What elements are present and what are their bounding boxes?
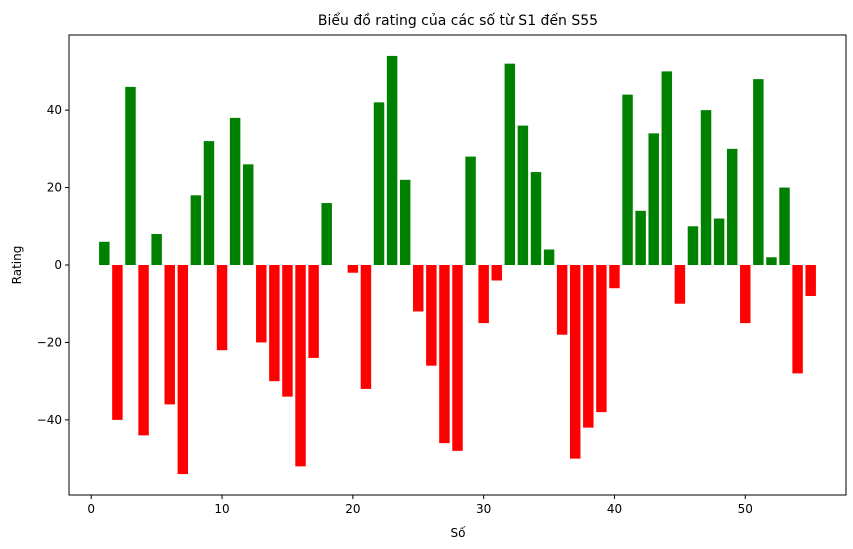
bar-s42 (635, 210, 646, 265)
x-tick-label: 0 (87, 502, 95, 516)
bar-s55 (805, 265, 816, 296)
y-axis-ticks: −40 −20 0 20 40 (37, 103, 69, 427)
bar-s10 (216, 265, 228, 351)
bar-s50 (740, 265, 751, 324)
bar-s29 (465, 156, 476, 265)
bar-s36 (556, 265, 568, 335)
bar-s44 (661, 71, 673, 265)
bar-s52 (766, 257, 777, 265)
x-tick-label: 20 (345, 502, 360, 516)
bar-s31 (491, 265, 502, 281)
bar-s28 (452, 265, 463, 451)
bar-s41 (622, 94, 633, 265)
bar-s54 (792, 265, 803, 374)
bar-s13 (256, 265, 267, 343)
bar-s43 (648, 133, 659, 265)
bar-s1 (99, 241, 110, 265)
bar-s49 (726, 148, 738, 265)
bar-s4 (138, 265, 149, 436)
y-tick-label: 20 (47, 181, 62, 195)
bar-s25 (413, 265, 424, 312)
bar-s12 (242, 164, 254, 265)
bar-s15 (282, 265, 293, 397)
bar-s33 (517, 125, 529, 265)
bar-s17 (308, 265, 319, 358)
y-tick-label: 40 (47, 103, 62, 117)
x-tick-label: 10 (214, 502, 229, 516)
x-tick-label: 50 (738, 502, 753, 516)
bar-s32 (504, 63, 516, 265)
bar-s5 (151, 234, 162, 265)
bar-s3 (125, 86, 136, 265)
bar-s39 (596, 265, 607, 413)
bar-s30 (478, 265, 489, 324)
bar-s38 (583, 265, 594, 428)
bar-s40 (609, 265, 620, 289)
bar-s46 (687, 226, 699, 265)
bar-s11 (229, 117, 241, 265)
bar-s51 (753, 79, 764, 265)
chart-title: Biểu đồ rating của các số từ S1 đến S55 (318, 12, 598, 29)
plot-area-frame (68, 34, 847, 496)
bar-s16 (295, 265, 306, 467)
bar-s45 (674, 265, 686, 304)
bar-s48 (713, 218, 725, 265)
bar-s21 (360, 265, 372, 389)
bar-s18 (321, 203, 332, 265)
bar-s27 (439, 265, 450, 444)
y-tick-label: 0 (54, 258, 62, 272)
bar-s47 (700, 110, 712, 265)
bar-s26 (426, 265, 437, 366)
bar-s8 (190, 195, 202, 265)
y-tick-label: −20 (37, 335, 62, 349)
x-tick-label: 30 (476, 502, 491, 516)
x-tick-label: 40 (607, 502, 622, 516)
bar-s2 (112, 265, 123, 420)
bar-s24 (399, 179, 411, 265)
y-axis-label: Rating (10, 246, 24, 285)
x-axis-ticks: 0 10 20 30 40 50 (87, 495, 753, 516)
bars-group (99, 55, 816, 475)
bar-s37 (569, 265, 581, 459)
x-axis-label: Số (451, 526, 467, 540)
bar-s7 (177, 265, 189, 475)
bar-s34 (530, 172, 542, 265)
bar-s20 (347, 265, 359, 273)
bar-s23 (386, 55, 398, 266)
y-tick-label: −40 (37, 413, 62, 427)
bar-s53 (779, 187, 790, 265)
bar-s22 (373, 102, 385, 265)
bar-s9 (203, 141, 215, 265)
bar-s6 (164, 265, 175, 405)
bar-s14 (269, 265, 280, 382)
bar-s35 (543, 249, 555, 265)
